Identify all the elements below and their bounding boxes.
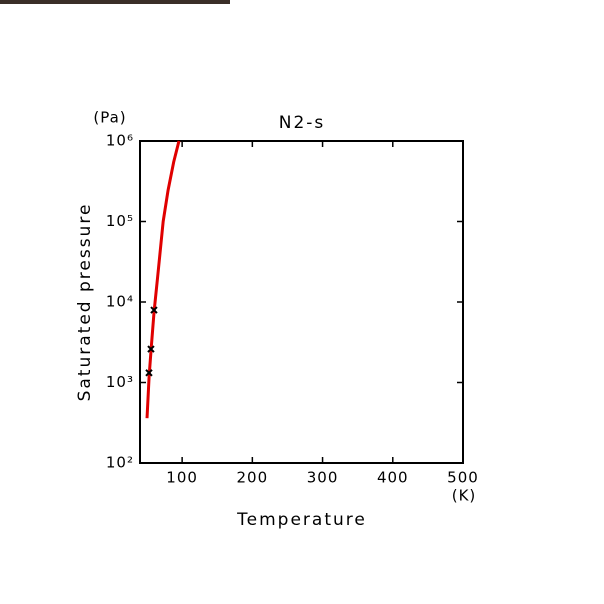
data-marker — [147, 345, 155, 353]
x-unit: (K) — [452, 487, 477, 505]
y-tick-label: 10² — [106, 454, 134, 472]
y-tick-label: 10⁶ — [106, 132, 134, 150]
x-axis-title: Temperature — [236, 510, 367, 530]
x-tick-label: 500 — [447, 469, 479, 487]
y-tick-label: 10⁴ — [106, 293, 134, 311]
plot-frame — [139, 140, 464, 464]
x-tick-label: 100 — [166, 469, 198, 487]
x-tick-label: 300 — [307, 469, 339, 487]
x-tick-label: 200 — [237, 469, 269, 487]
window-bar — [0, 0, 230, 4]
data-marker — [145, 369, 153, 377]
x-tick-label: 400 — [377, 469, 409, 487]
data-marker — [150, 306, 158, 314]
y-unit: (Pa) — [93, 109, 126, 127]
y-tick-label: 10⁵ — [106, 212, 134, 230]
data-line — [145, 140, 181, 419]
y-tick-label: 10³ — [106, 373, 134, 391]
chart-title: N2-s — [279, 113, 326, 133]
y-axis-title: Saturated pressure — [75, 203, 95, 402]
